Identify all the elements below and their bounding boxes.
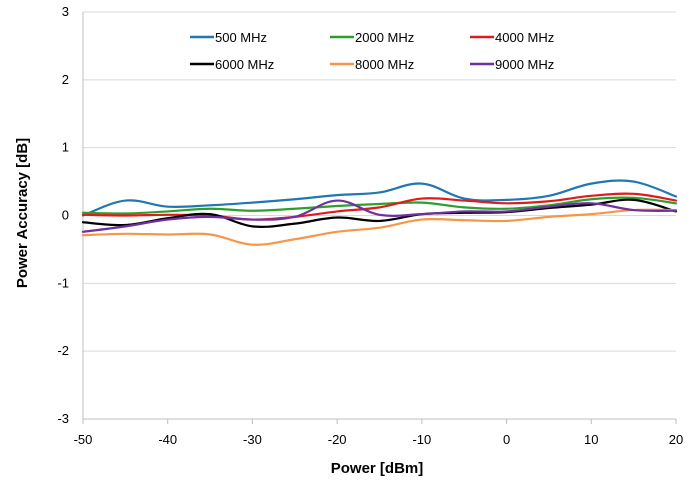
legend-label-500-mhz: 500 MHz xyxy=(215,30,267,45)
series-line-9000-mhz xyxy=(81,199,678,233)
y-tick-label: 0 xyxy=(62,208,69,223)
y-tick-label: -2 xyxy=(57,343,69,358)
series-lines xyxy=(81,179,678,246)
legend-label-6000-mhz: 6000 MHz xyxy=(215,57,274,72)
y-axis-title: Power Accuracy [dB] xyxy=(14,138,31,288)
x-tick-label: 0 xyxy=(503,432,510,447)
legend: 500 MHz 2000 MHz 4000 MHz 6000 MHz 8000 MHz 9… xyxy=(190,30,554,72)
x-tick-label: 20 xyxy=(669,432,683,447)
x-tick-label: -30 xyxy=(243,432,262,447)
x-tick-label: -20 xyxy=(328,432,347,447)
x-tick-label: -10 xyxy=(412,432,431,447)
y-tick-label: 1 xyxy=(62,140,69,155)
series-line-2000-mhz xyxy=(81,196,678,215)
x-tick-label: -50 xyxy=(74,432,93,447)
series-line-4000-mhz xyxy=(81,192,678,221)
legend-label-9000-mhz: 9000 MHz xyxy=(495,57,554,72)
x-tick-label: -40 xyxy=(158,432,177,447)
legend-label-4000-mhz: 4000 MHz xyxy=(495,30,554,45)
y-tick-label: 3 xyxy=(62,4,69,19)
series-line-500-mhz xyxy=(81,179,678,217)
x-axis-title: Power [dBm] xyxy=(331,460,424,477)
legend-label-2000-mhz: 2000 MHz xyxy=(355,30,414,45)
x-tick-label: 10 xyxy=(584,432,598,447)
series-line-8000-mhz xyxy=(81,208,678,246)
series-line-6000-mhz xyxy=(81,198,678,228)
y-tick-label: -3 xyxy=(57,411,69,426)
legend-label-8000-mhz: 8000 MHz xyxy=(355,57,414,72)
y-tick-label: -1 xyxy=(57,275,69,290)
y-tick-label: 2 xyxy=(62,72,69,87)
